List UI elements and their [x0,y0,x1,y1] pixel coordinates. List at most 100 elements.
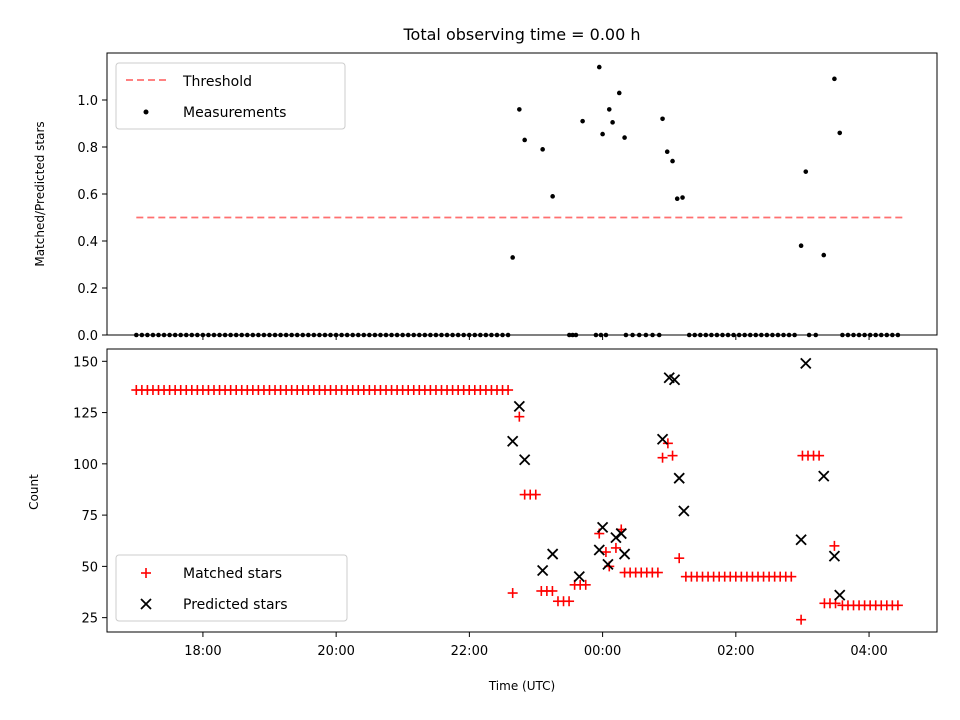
predicted-star-point [795,534,807,546]
predicted-star-point [519,454,531,466]
top-legend-box [115,62,346,130]
top-panel-ylabel: Matched/Predicted stars [33,121,47,266]
predicted-star-point-b [818,470,830,482]
top-ytick-label: 0.4 [77,235,98,250]
predicted-star-point-b [513,400,525,413]
top-ytick-label: 1.0 [77,94,98,109]
predicted-star-point [573,570,585,583]
measurement-point [522,137,527,143]
matched-star-point [667,450,678,461]
legend-matched-marker [141,568,151,578]
legend-matched-label: Matched stars [183,566,282,582]
top-panel-title: Total observing time = 0.00 h [402,25,640,44]
top-ytick-label: 0.0 [77,329,98,344]
measurement-point [596,64,602,70]
bottom-panel: Count Time (UTC) 25 50 75 100 125 150 18:00 20… [27,348,938,693]
predicted-star-point-b [519,454,531,466]
predicted-star-point-b [537,564,549,577]
predicted-star-point-b [663,372,675,384]
measurement-point [664,149,670,154]
legend-measurements-marker [143,109,149,115]
matched-star-point [610,542,621,553]
predicted-star-point-b [573,570,585,583]
legend-matched-symbol [141,568,151,578]
predicted-star-point [828,550,841,562]
bottom-xtick-label: 02:00 [717,644,754,659]
bottom-xtick-label: 20:00 [317,644,354,659]
measurement-point [680,195,685,200]
measurement-point [616,90,622,96]
matched-star-point [530,489,541,500]
bottom-legend-box [115,554,348,622]
predicted-star-point [656,433,669,445]
predicted-star-point-b [828,550,841,562]
predicted-star-point [678,505,690,517]
predicted-star-point-b [834,589,846,601]
measurement-point [622,135,627,140]
bottom-ytick-label: 25 [81,612,98,627]
predicted-star-point [593,544,605,556]
matched-star-point [564,596,575,607]
top-ytick-label: 0.2 [77,282,98,297]
legend-measurements-label: Measurements [183,105,286,121]
bottom-legend: Matched stars Predicted stars [115,554,348,622]
measurement-point [600,131,605,137]
predicted-star-point [507,435,519,447]
predicted-star-point [602,558,614,570]
matched-star-point [674,553,685,564]
measurement-point [798,243,804,248]
top-y-ticks: 0.0 0.2 0.4 0.6 0.8 1.0 [77,94,107,344]
predicted-star-point-b [678,505,690,517]
matched-star-point [829,540,840,551]
top-ytick-label: 0.6 [77,188,98,203]
top-legend: Threshold Measurements [115,62,346,130]
predicted-star-point [818,470,830,482]
predicted-star-point-b [507,435,519,447]
matched-star-point [657,452,668,463]
legend-predicted-symbol [140,598,152,610]
predicted-star-point-b [800,357,812,369]
legend-predicted-label: Predicted stars [183,597,288,613]
measurement-point [832,76,837,82]
top-plot-marks [134,64,901,338]
predicted-star-point [834,589,846,601]
predicted-star-point [668,374,681,386]
matched-star-point [600,547,611,558]
top-plot-frame [106,52,938,336]
bottom-ytick-label: 125 [73,407,98,422]
measurement-point [821,252,827,258]
bottom-plot-marks [131,357,903,625]
predicted-star-point [618,548,631,560]
bottom-xtick-label: 18:00 [184,644,221,659]
top-panel: Total observing time = 0.00 h Matched/Pr… [33,25,938,344]
matched-star-point [814,450,825,461]
measurement-point [660,116,665,122]
predicted-star-point [800,357,812,369]
measurement-point [610,120,615,125]
bottom-ytick-label: 75 [81,509,98,524]
predicted-star-point [513,400,525,413]
measurement-point [803,169,809,174]
measurement-point [510,255,515,260]
legend-threshold-label: Threshold [182,74,252,90]
predicted-star-point [673,472,685,484]
predicted-star-point-b [596,521,609,534]
bottom-ytick-label: 50 [81,560,98,575]
predicted-star-point [547,548,559,560]
matched-star-point [503,385,514,396]
legend-predicted-symbol-b [140,598,152,610]
measurement-point [606,107,612,112]
measurement-point [670,158,675,164]
bottom-y-ticks: 25 50 75 100 125 150 [73,355,107,627]
predicted-star-point-b [618,548,631,560]
bottom-xtick-label: 04:00 [850,644,887,659]
matched-star-point [796,614,807,625]
bottom-xtick-label: 00:00 [584,644,621,659]
predicted-star-point-b [656,433,669,445]
matched-star-point [547,585,558,596]
legend-predicted-marker [140,598,152,610]
top-ytick-label: 0.8 [77,141,98,156]
predicted-star-point-b [593,544,605,556]
predicted-star-point-b [668,374,681,386]
